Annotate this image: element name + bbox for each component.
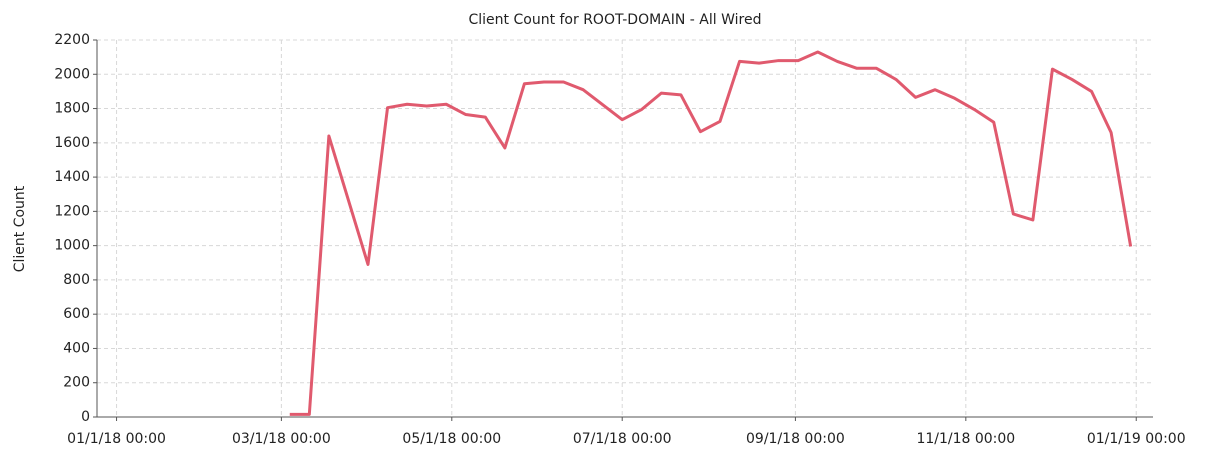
chart-title: Client Count for ROOT-DOMAIN - All Wired xyxy=(469,12,762,28)
y-tick-label: 800 xyxy=(63,272,90,288)
x-tick-label: 11/1/18 00:00 xyxy=(916,431,1015,447)
y-tick-label: 1400 xyxy=(54,169,90,185)
y-tick-label: 1000 xyxy=(54,238,90,254)
y-tick-label: 1600 xyxy=(54,135,90,151)
y-tick-label: 400 xyxy=(63,340,90,356)
y-tick-label: 200 xyxy=(63,375,90,391)
y-tick-label: 600 xyxy=(63,306,90,322)
y-tick-label: 1200 xyxy=(54,203,90,219)
x-tick-label: 05/1/18 00:00 xyxy=(402,431,501,447)
x-tick-label: 07/1/18 00:00 xyxy=(573,431,672,447)
x-tick-label: 03/1/18 00:00 xyxy=(232,431,331,447)
data-line xyxy=(289,50,1133,416)
x-tick-label: 01/1/18 00:00 xyxy=(67,431,166,447)
y-tick-label: 1800 xyxy=(54,101,90,117)
y-tick-label: 2000 xyxy=(54,66,90,82)
y-tick-label: 0 xyxy=(81,409,90,425)
y-axis-title: Client Count xyxy=(12,185,28,272)
x-tick-label: 01/1/19 00:00 xyxy=(1087,431,1186,447)
x-tick-label: 09/1/18 00:00 xyxy=(746,431,845,447)
y-tick-label: 2200 xyxy=(54,32,90,48)
